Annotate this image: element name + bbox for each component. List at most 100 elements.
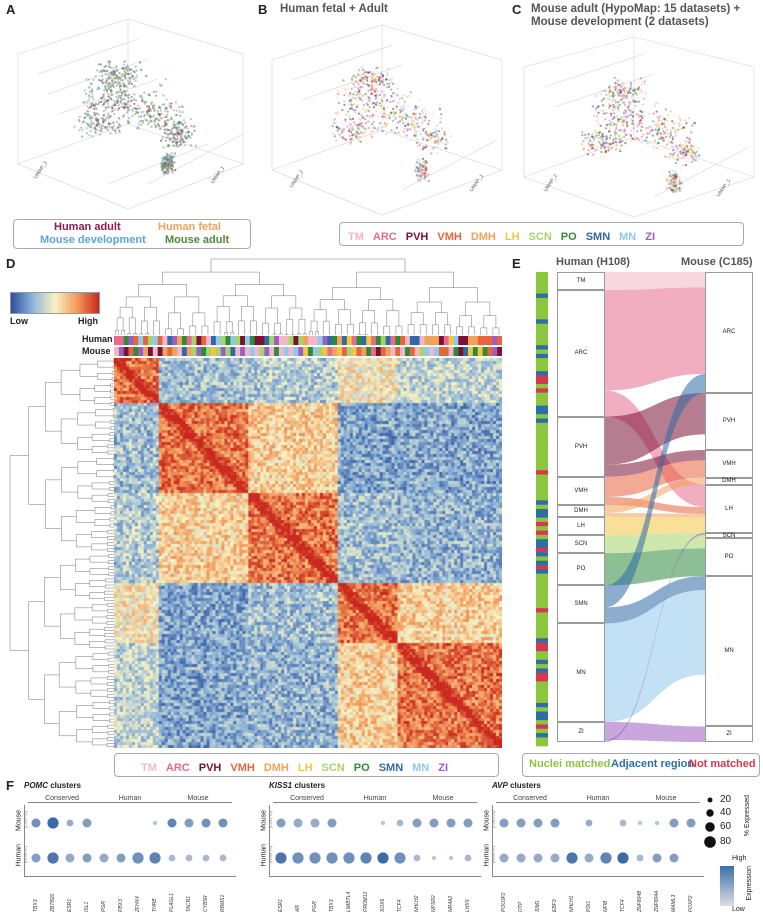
panel-f-label: F	[6, 778, 14, 793]
dotplot-dot-human	[413, 854, 421, 862]
umap-cell-point	[172, 109, 175, 112]
umap-cell-point	[358, 110, 361, 113]
dendrogram-branch	[480, 327, 488, 335]
umap-cell-point	[183, 126, 187, 129]
umap-cell-point	[91, 135, 94, 138]
umap-cell-point	[166, 167, 169, 170]
umap-cell-point	[678, 182, 681, 185]
umap-cell-point	[153, 120, 157, 123]
umap-cell-point	[656, 146, 659, 150]
umap-cell-point	[436, 146, 439, 149]
umap-cell-point	[608, 112, 611, 115]
dendrogram-branch	[224, 332, 228, 335]
umap-cell-point	[166, 110, 169, 113]
panel-c-title-line2: Mouse development (2 datasets)	[531, 16, 709, 28]
umap-cell-point	[168, 139, 171, 142]
umap-cell-point	[677, 115, 680, 118]
umap-cell-point	[153, 123, 156, 126]
dotplot-group-conserved: Conserved	[28, 795, 96, 803]
umap-cell-point	[413, 134, 416, 137]
umap-cell-point	[336, 129, 339, 132]
umap-cell-point	[104, 73, 107, 76]
match-strip-cell	[536, 384, 548, 389]
umap-cell-point	[185, 137, 188, 140]
umap-cell-point	[617, 118, 620, 121]
umap-cell-point	[166, 119, 170, 122]
dendrogram-branch	[75, 656, 93, 670]
dendrogram-branch	[110, 426, 114, 430]
umap-cell-point	[663, 130, 666, 133]
umap-cell-point	[341, 122, 344, 125]
umap-cell-point	[595, 120, 598, 123]
umap-cell-point	[349, 124, 352, 127]
dendrogram-branch	[210, 258, 406, 273]
umap-cell-point	[164, 139, 167, 142]
umap-cell-point	[113, 113, 116, 116]
dendrogram-branch	[109, 487, 114, 491]
umap-cell-point	[423, 146, 426, 149]
umap-cell-point	[350, 81, 353, 84]
umap-cell-point	[423, 172, 426, 175]
umap-cell-point	[345, 113, 348, 116]
sankey-flow	[605, 460, 705, 497]
dotplot-group-mouse: Mouse	[164, 795, 232, 803]
umap-cell-point	[364, 84, 367, 87]
umap-cell-point	[601, 109, 604, 112]
umap-cell-point	[331, 125, 334, 128]
legend-nuclei-matched: Nuclei matched	[529, 758, 611, 770]
match-strip-cell	[536, 552, 548, 557]
umap-cell-point	[677, 122, 680, 125]
umap-cell-point	[428, 140, 431, 144]
umap-cell-point	[89, 123, 92, 126]
umap-cell-point	[185, 131, 188, 134]
umap-cell-point	[428, 120, 431, 123]
dendrogram-branch	[107, 694, 114, 698]
dendrogram-branch	[177, 328, 184, 335]
umap-cell-point	[116, 102, 119, 105]
umap-cell-point	[684, 163, 688, 167]
match-strip-cell	[536, 625, 548, 630]
umap-cell-point	[366, 71, 369, 74]
umap-cell-point	[114, 81, 117, 84]
dendrogram-branch	[109, 706, 114, 711]
umap-cell-point	[608, 86, 611, 89]
legend-d-region-scn: SCN	[321, 762, 345, 774]
match-strip-cell	[536, 457, 548, 462]
umap-cell-point	[102, 124, 105, 127]
umap-cell-point	[597, 122, 600, 125]
umap-cell-point	[639, 77, 642, 80]
annotation-cell-mouse	[487, 347, 493, 356]
size-legend-60: 60	[720, 821, 732, 832]
legend-d-region-smn: SMN	[378, 762, 404, 774]
umap-cell-point	[149, 115, 152, 118]
dendrogram-branch	[222, 295, 248, 307]
umap-cell-point	[108, 65, 111, 68]
dotplot-dot-human	[550, 853, 560, 863]
umap-cell-point	[176, 126, 179, 129]
umap-cell-point	[385, 114, 388, 117]
dendrogram-branch	[107, 529, 114, 534]
umap-cell-point	[422, 129, 425, 132]
umap-cell-point	[163, 156, 166, 159]
umap-cell-point	[96, 119, 99, 122]
umap-cell-point	[102, 113, 106, 116]
umap-cell-point	[150, 103, 153, 106]
legend-bc-region-mn: MN	[619, 231, 637, 243]
umap-cell-point	[677, 128, 680, 131]
umap-cell-point	[613, 122, 616, 125]
umap-cell-point	[421, 120, 425, 123]
umap-cell-point	[114, 129, 117, 132]
umap-cell-point	[349, 107, 352, 110]
umap-cell-point	[125, 72, 128, 75]
umap-cell-point	[421, 148, 424, 151]
umap-cell-point	[383, 115, 386, 118]
umap-cell-point	[155, 126, 158, 129]
annotation-cell-mouse	[497, 347, 502, 356]
umap-cell-point	[651, 120, 655, 123]
umap-cell-point	[661, 122, 664, 125]
umap-cell-point	[424, 137, 427, 140]
annotation-cell-human	[211, 336, 217, 345]
dendrogram-branch	[79, 363, 98, 377]
umap-cell-point	[148, 120, 151, 124]
umap-cell-point	[678, 117, 681, 120]
